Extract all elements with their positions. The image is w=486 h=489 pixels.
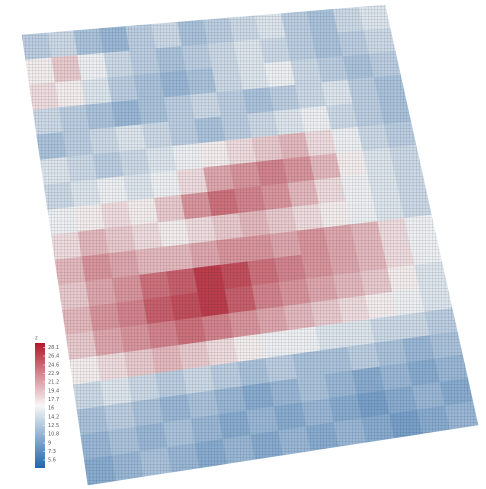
colorbar-label: 26.4 (48, 354, 59, 360)
colorbar-label: 17.7 (48, 397, 59, 403)
colorbar-label: 7.3 (48, 449, 56, 455)
colorbar-label: 19.4 (48, 389, 59, 395)
colorbar (35, 343, 45, 468)
colorbar-label: 14.2 (48, 415, 59, 421)
colorbar-label: 5.6 (48, 458, 56, 464)
colorbar-label: 28.1 (48, 345, 59, 351)
colorbar-label: 16 (48, 406, 54, 412)
colorbar-label: 12.5 (48, 423, 59, 429)
colorbar-label: 24.6 (48, 363, 59, 369)
legend: z 28.1 26.4 24.6 22.9 21.2 19.4 17.7 16 14.2 12.5… (35, 336, 59, 468)
legend-title: z (35, 336, 38, 342)
colorbar-label: 9 (48, 441, 51, 447)
colorbar-label: 22.9 (48, 371, 59, 377)
colorbar-label: 21.2 (48, 380, 59, 386)
colorbar-label: 10.8 (48, 432, 59, 438)
